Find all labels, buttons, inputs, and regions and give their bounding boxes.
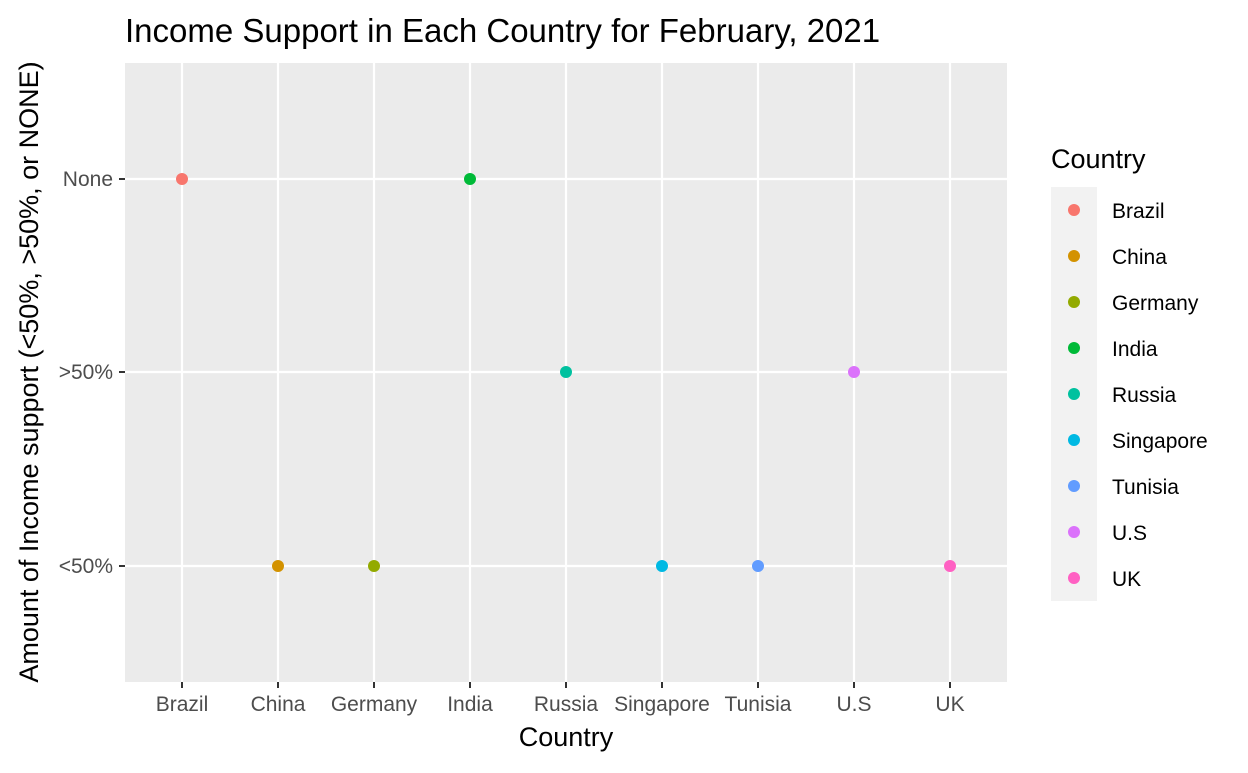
legend-label: Russia (1112, 384, 1177, 407)
x-tick-label: Brazil (156, 693, 209, 716)
data-point-china (272, 560, 284, 572)
legend-key (1068, 434, 1080, 446)
legend-key (1068, 480, 1080, 492)
y-tick-label: None (63, 168, 113, 191)
data-point-us (848, 366, 860, 378)
x-tick-label: Tunisia (725, 693, 792, 716)
legend-label: Tunisia (1112, 476, 1179, 499)
data-point-tunisia (752, 560, 764, 572)
data-point-russia (560, 366, 572, 378)
legend-key (1068, 296, 1080, 308)
legend-label: China (1112, 246, 1167, 269)
legend-label: U.S (1112, 522, 1147, 545)
x-tick-label: China (251, 693, 306, 716)
y-axis-ticks: <50% >50% None (59, 168, 125, 578)
legend-items: Brazil China Germany India Russia Singapore Tu… (1068, 200, 1208, 591)
legend-label: Brazil (1112, 200, 1165, 223)
x-axis-title: Country (519, 722, 614, 752)
legend-label: Singapore (1112, 430, 1208, 453)
data-point-brazil (176, 173, 188, 185)
y-tick-label: <50% (59, 555, 113, 578)
data-point-singapore (656, 560, 668, 572)
data-point-uk (944, 560, 956, 572)
legend-key (1068, 526, 1080, 538)
y-tick-label: >50% (59, 361, 113, 384)
data-points (176, 173, 956, 572)
data-point-germany (368, 560, 380, 572)
legend-key (1068, 388, 1080, 400)
legend: Country Brazil China Germany India Russia Sin… (1051, 144, 1208, 601)
x-tick-label: Singapore (614, 693, 710, 716)
data-point-india (464, 173, 476, 185)
y-axis-title: Amount of Income support (<50%, >50%, or… (14, 61, 44, 682)
x-tick-label: U.S (836, 693, 871, 716)
x-axis-ticks: Brazil China Germany India Russia Singapore Tu… (156, 682, 965, 716)
legend-title: Country (1051, 144, 1146, 174)
x-tick-label: UK (935, 693, 964, 716)
x-tick-label: Germany (331, 693, 418, 716)
legend-key (1068, 204, 1080, 216)
x-tick-label: India (447, 693, 493, 716)
legend-key (1068, 342, 1080, 354)
legend-key (1068, 572, 1080, 584)
x-tick-label: Russia (534, 693, 599, 716)
legend-key (1068, 250, 1080, 262)
legend-label: UK (1112, 568, 1141, 591)
legend-label: Germany (1112, 292, 1199, 315)
chart-title: Income Support in Each Country for Febru… (125, 12, 880, 49)
legend-label: India (1112, 338, 1158, 361)
